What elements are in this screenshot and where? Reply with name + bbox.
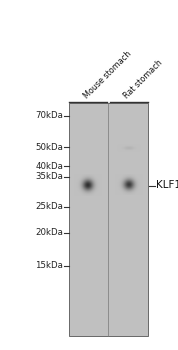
Text: 20kDa: 20kDa xyxy=(35,228,63,237)
Text: 15kDa: 15kDa xyxy=(35,261,63,271)
Text: 35kDa: 35kDa xyxy=(35,172,63,181)
Text: 50kDa: 50kDa xyxy=(35,142,63,152)
Text: 40kDa: 40kDa xyxy=(35,162,63,171)
Text: KLF14: KLF14 xyxy=(156,181,178,190)
Text: 25kDa: 25kDa xyxy=(35,202,63,211)
Text: 70kDa: 70kDa xyxy=(35,111,63,120)
Bar xyxy=(69,103,148,336)
Text: Mouse stomach: Mouse stomach xyxy=(82,49,133,100)
Text: Rat stomach: Rat stomach xyxy=(122,58,165,100)
